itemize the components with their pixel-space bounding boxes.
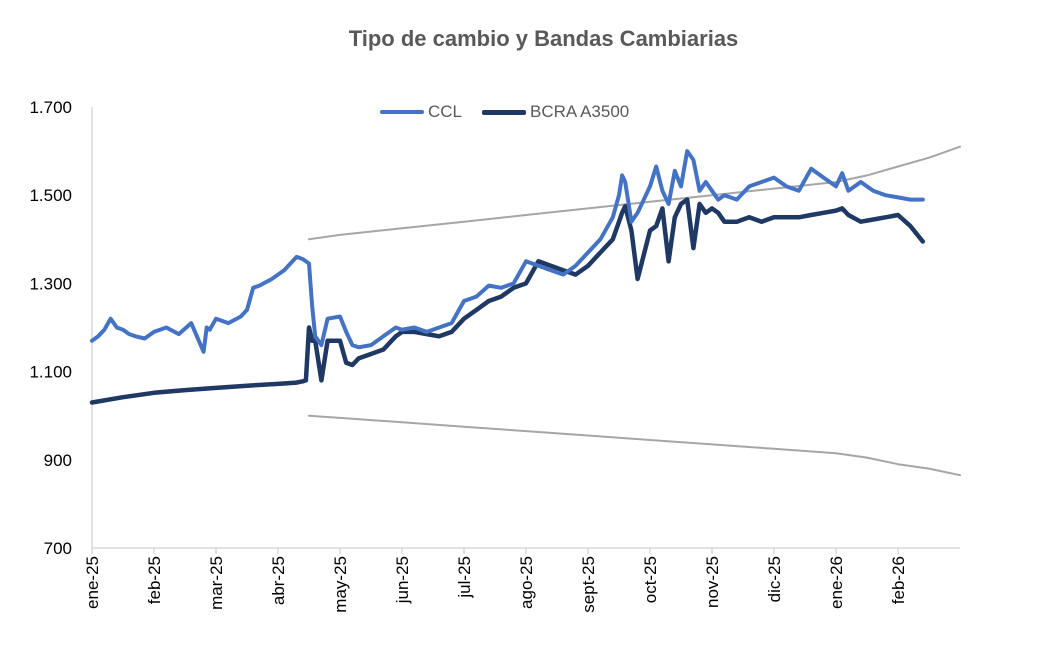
y-tick-label: 1.500 xyxy=(29,186,72,205)
x-tick-label: abr-25 xyxy=(269,556,288,605)
x-tick-label: dic-25 xyxy=(765,556,784,602)
series-bcra-a3500-line xyxy=(89,197,926,405)
x-tick-label: mar-25 xyxy=(207,556,226,610)
legend-item-ccl: CCL xyxy=(380,102,462,122)
legend-item-bcra: BCRA A3500 xyxy=(482,102,629,122)
band-lower-line xyxy=(308,414,961,477)
y-tick-label: 1.100 xyxy=(29,363,72,382)
x-tick-label: feb-26 xyxy=(889,556,908,604)
legend-swatch-ccl xyxy=(380,110,424,114)
y-tick-label: 1.700 xyxy=(29,98,72,117)
x-tick-label: ene-25 xyxy=(83,556,102,609)
band-upper-line xyxy=(308,145,961,241)
x-tick-label: ago-25 xyxy=(517,556,536,609)
x-tick-label: may-25 xyxy=(331,556,350,613)
chart-title: Tipo de cambio y Bandas Cambiarias xyxy=(348,26,739,51)
legend-swatch-bcra xyxy=(482,109,527,115)
x-tick-label: ene-26 xyxy=(827,556,846,609)
x-tick-label: feb-25 xyxy=(145,556,164,604)
legend-label-ccl: CCL xyxy=(428,102,463,121)
legend-label-bcra: BCRA A3500 xyxy=(530,102,630,121)
x-tick-label: oct-25 xyxy=(641,556,660,603)
legend: CCL BCRA A3500 xyxy=(380,100,649,124)
x-tick-label: jul-25 xyxy=(455,556,474,599)
x-tick-label: sept-25 xyxy=(579,556,598,613)
y-tick-label: 900 xyxy=(44,451,72,470)
x-tick-label: nov-25 xyxy=(703,556,722,608)
x-tick-label: jun-25 xyxy=(393,556,412,604)
y-tick-label: 1.300 xyxy=(29,274,72,293)
y-tick-label: 700 xyxy=(44,539,72,558)
series-ccl-line xyxy=(90,149,925,354)
